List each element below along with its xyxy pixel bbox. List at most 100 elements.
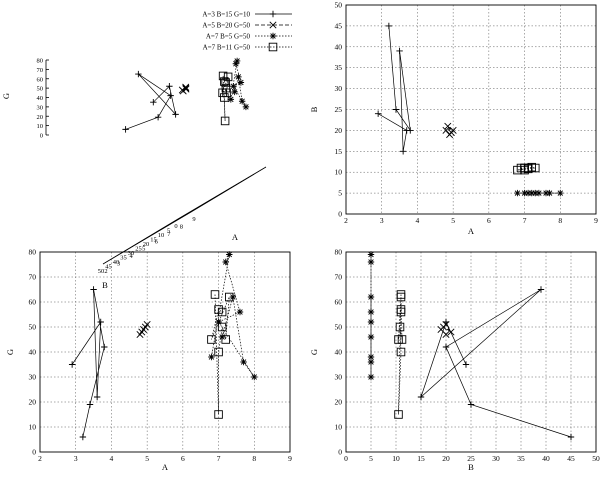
x-axis-label: A [468,226,475,236]
data-point [214,410,223,419]
data-point [524,189,532,197]
y-tick-label: 80 [29,248,37,257]
y-tick-label: 25 [335,105,343,114]
series-line [211,254,255,378]
data-point [86,401,94,408]
floor-frame [102,166,267,265]
series-2 [514,189,564,197]
y-tick-label: 5 [338,189,342,198]
b-tick-label: 5 [167,228,170,235]
series-line [125,73,177,130]
y-tick-label: 0 [32,448,36,457]
x-tick-label: 6 [487,216,491,225]
series-3d-1 [178,83,190,95]
b-tick-label: 20 [143,241,150,248]
x-tick-label: 4 [416,216,420,225]
x-tick-label: 20 [442,454,450,463]
b-tick-label: 35 [120,255,127,262]
series-line [222,75,229,121]
x-axis-label: B [468,462,474,472]
plot-frame [39,251,291,453]
data-point [218,71,228,81]
data-point [367,251,375,258]
x-tick-label: 3 [380,216,384,225]
y-tick-label: 60 [29,298,37,307]
data-point [167,92,174,99]
series-line [398,294,403,415]
legend-marker [268,42,278,52]
y-tick-label: 70 [29,273,37,282]
data-point [240,358,247,366]
y-tick-label: 30 [29,373,37,382]
y-tick-label: 10 [335,423,343,432]
data-point [439,323,448,331]
data-point [251,373,258,381]
data-point [226,251,233,258]
data-point [395,322,405,332]
x-tick-label: 25 [467,454,475,463]
g-tick-label: 70 [37,67,44,74]
data-point [528,189,535,197]
data-point [546,189,553,197]
y-tick-label: 35 [335,63,343,72]
x-tick-label: 5 [369,454,373,463]
data-point [214,347,223,357]
y-tick-label: 50 [29,323,37,332]
b-tick-label: 15 [150,237,157,244]
data-point [367,308,375,316]
data-point [218,88,227,98]
data-point [542,189,550,197]
x-tick-label: 7 [217,454,221,463]
series-line [211,294,230,415]
x-tick-label: 6 [181,454,185,463]
y-tick-label: 0 [338,448,342,457]
data-point [122,126,129,133]
g-axis-label: G [1,93,11,99]
data-point [237,79,245,86]
data-point [513,165,522,175]
x-tick-label: 45 [567,454,575,463]
y-tick-label: 30 [335,84,343,93]
data-point [521,189,528,197]
y-tick-label: 20 [335,398,343,407]
data-point [385,22,393,30]
series-3 [207,290,234,419]
a-tick-label: 7 [167,231,171,238]
y-tick-label: 40 [335,348,343,357]
a-tick-label: 9 [192,216,195,223]
y-tick-label: 10 [335,168,343,177]
plot-frame [345,4,597,215]
data-point [79,433,87,441]
data-point [392,106,400,113]
data-point [367,333,375,341]
data-point [68,361,76,368]
data-point [399,148,407,155]
x-tick-label: 40 [542,454,550,463]
data-point [221,335,230,344]
series-1 [437,320,455,339]
legend-marker [269,32,277,40]
data-point [467,401,475,408]
data-point [367,358,375,366]
data-point [141,323,149,331]
data-point [230,83,237,90]
y-tick-label: 10 [29,423,37,432]
data-point [394,410,403,419]
data-point [225,292,234,302]
data-point [236,308,244,316]
y-tick-label: 20 [29,398,37,407]
series-0 [374,22,414,155]
y-tick-label: 50 [335,323,343,332]
series-1 [136,320,151,339]
data-point [231,88,238,96]
y-tick-label: 45 [335,21,343,30]
a-axis-label: A [232,232,239,242]
data-point [101,343,108,351]
data-point [172,111,179,118]
g-tick-label: 30 [37,104,44,111]
y-tick-label: 40 [335,42,343,51]
y-axis-label: G [309,349,319,355]
data-point [220,116,230,126]
b-tick-label: 30 [128,250,135,257]
